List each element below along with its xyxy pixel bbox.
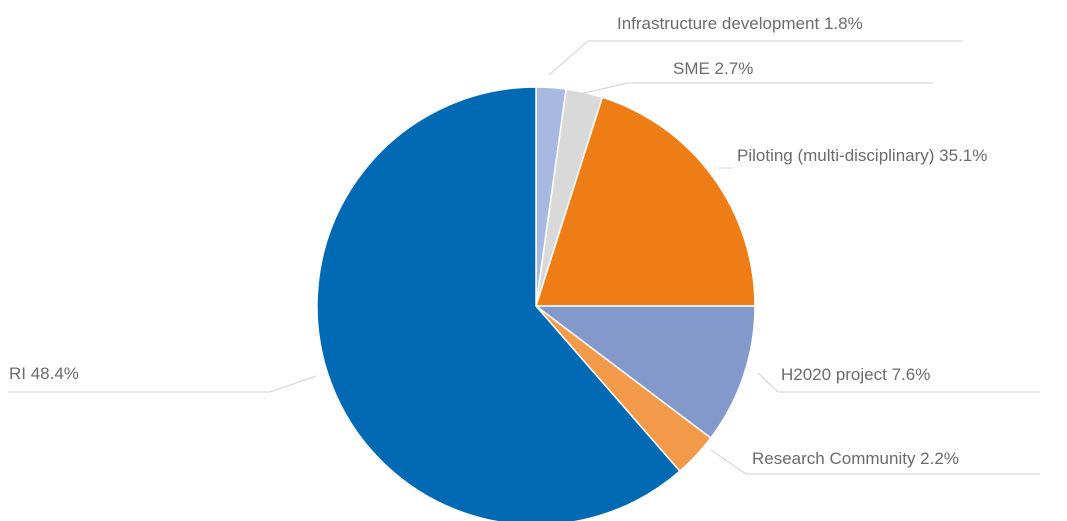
slice-label: Piloting (multi-disciplinary) 35.1% (737, 146, 987, 165)
leader-line (710, 449, 1040, 475)
slice-label: Infrastructure development 1.8% (617, 14, 863, 33)
leader-line (757, 372, 1040, 393)
leader-lines (8, 40, 1040, 475)
pie-slice-piloting-multi-disciplinary (534, 96, 756, 307)
leader-line (8, 375, 317, 393)
slice-label: H2020 project 7.6% (781, 365, 930, 384)
pie-slice-ri (316, 86, 681, 521)
leader-line (548, 40, 963, 76)
slice-label: SME 2.7% (673, 59, 753, 78)
slice-label: RI 48.4% (9, 364, 79, 383)
leader-line (579, 82, 933, 95)
pie-slice-h2020-project (533, 305, 756, 440)
pie-slices (316, 86, 756, 521)
slice-labels: Infrastructure development 1.8% SME 2.7% P… (9, 14, 987, 468)
slice-label: Research Community 2.2% (752, 449, 959, 468)
